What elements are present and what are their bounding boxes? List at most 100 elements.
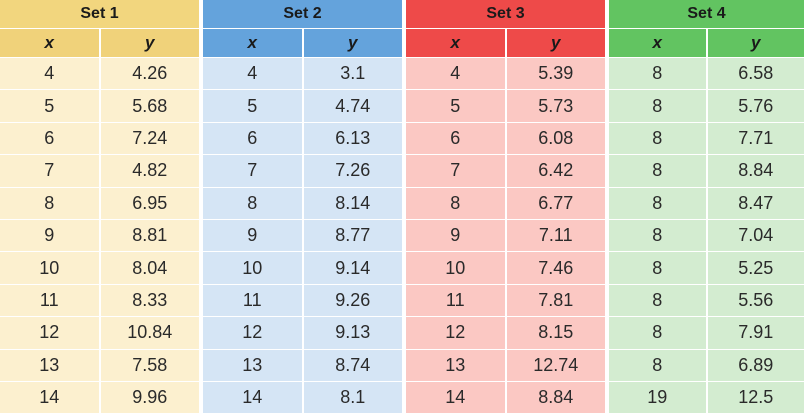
set-4-x-value: 8 — [609, 155, 706, 187]
set-4-row-10: 8 6.89 — [609, 349, 804, 381]
set-4-y-value: 6.58 — [707, 58, 804, 90]
set-1-y-header: y — [100, 29, 199, 57]
set-1-y-value: 8.04 — [100, 252, 199, 284]
set-2-row-7: 10 9.14 — [203, 252, 402, 284]
set-2-y-value: 6.13 — [303, 122, 402, 155]
set-4-x-value: 8 — [609, 219, 706, 252]
set-4-y-value: 8.84 — [707, 155, 804, 187]
set-4-y-value: 5.76 — [707, 90, 804, 122]
set-2-row-9: 12 9.13 — [203, 317, 402, 349]
set-4-y-value: 8.47 — [707, 187, 804, 219]
set-1-row-7: 10 8.04 — [0, 252, 199, 284]
set-4-x-value: 8 — [609, 187, 706, 219]
set-1-x-value: 11 — [0, 284, 99, 317]
set-1-x-value: 5 — [0, 90, 99, 122]
set-3-y-value: 12.74 — [506, 349, 605, 381]
set-2-y-value: 7.26 — [303, 155, 402, 187]
set-1-row-3: 6 7.24 — [0, 122, 199, 155]
set-4-title: Set 4 — [609, 0, 804, 28]
set-4-row-1: 8 6.58 — [609, 58, 804, 90]
set-3-x-value: 4 — [406, 58, 505, 90]
set-4-y-value: 7.91 — [707, 317, 804, 349]
set-2-title: Set 2 — [203, 0, 402, 28]
set-1-y-value: 7.58 — [100, 349, 199, 381]
set-1-y-value: 10.84 — [100, 317, 199, 349]
set-1-row-11: 14 9.96 — [0, 381, 199, 414]
set-3-row-2: 5 5.73 — [406, 90, 605, 122]
set-1-x-value: 12 — [0, 317, 99, 349]
set-4-x-value: 8 — [609, 90, 706, 122]
set-4-y-value: 5.56 — [707, 284, 804, 317]
set-4-row-7: 8 5.25 — [609, 252, 804, 284]
set-2-x-value: 11 — [203, 284, 302, 317]
set-1-y-value: 5.68 — [100, 90, 199, 122]
set-3-x-value: 13 — [406, 349, 505, 381]
set-3-x-value: 8 — [406, 187, 505, 219]
set-3-x-value: 11 — [406, 284, 505, 317]
set-1-x-value: 10 — [0, 252, 99, 284]
set-2-x-value: 6 — [203, 122, 302, 155]
set-2-x-value: 9 — [203, 219, 302, 252]
set-2-y-value: 9.13 — [303, 317, 402, 349]
set-1-x-value: 4 — [0, 58, 99, 90]
set-3-row-11: 14 8.84 — [406, 381, 605, 414]
set-4-row-8: 8 5.56 — [609, 284, 804, 317]
set-4-x-value: 8 — [609, 58, 706, 90]
set-2-x-value: 5 — [203, 90, 302, 122]
set-1-row-5: 8 6.95 — [0, 187, 199, 219]
set-2-row-10: 13 8.74 — [203, 349, 402, 381]
set-4-x-value: 8 — [609, 252, 706, 284]
set-3-row-8: 11 7.81 — [406, 284, 605, 317]
set-1-x-value: 13 — [0, 349, 99, 381]
set-1-table: Set 1 x y 4 4.26 5 5.68 6 7.24 7 4.82 8 6.95 9 8.81 10 8… — [0, 0, 199, 416]
set-1-row-2: 5 5.68 — [0, 90, 199, 122]
set-2-x-value: 14 — [203, 381, 302, 414]
set-4-row-9: 8 7.91 — [609, 317, 804, 349]
set-3-y-value: 7.81 — [506, 284, 605, 317]
set-1-y-value: 9.96 — [100, 381, 199, 414]
set-4-y-value: 6.89 — [707, 349, 804, 381]
set-3-row-4: 7 6.42 — [406, 155, 605, 187]
set-3-y-value: 6.77 — [506, 187, 605, 219]
set-2-row-4: 7 7.26 — [203, 155, 402, 187]
set-3-row-10: 13 12.74 — [406, 349, 605, 381]
set-3-x-header: x — [406, 29, 505, 57]
set-1-y-value: 7.24 — [100, 122, 199, 155]
set-4-y-value: 7.71 — [707, 122, 804, 155]
set-2-x-value: 4 — [203, 58, 302, 90]
set-3-y-value: 7.11 — [506, 219, 605, 252]
set-1-row-1: 4 4.26 — [0, 58, 199, 90]
set-3-x-value: 6 — [406, 122, 505, 155]
set-4-y-value: 5.25 — [707, 252, 804, 284]
set-3-x-value: 10 — [406, 252, 505, 284]
set-3-y-header: y — [506, 29, 605, 57]
set-4-x-value: 8 — [609, 284, 706, 317]
set-3-y-value: 6.42 — [506, 155, 605, 187]
set-2-row-5: 8 8.14 — [203, 187, 402, 219]
set-3-y-value: 5.39 — [506, 58, 605, 90]
set-4-x-value: 8 — [609, 122, 706, 155]
set-4-y-header: y — [707, 29, 804, 57]
set-2-x-value: 7 — [203, 155, 302, 187]
set-3-y-value: 8.84 — [506, 381, 605, 414]
set-3-y-value: 5.73 — [506, 90, 605, 122]
set-2-y-value: 8.14 — [303, 187, 402, 219]
set-1-y-value: 6.95 — [100, 187, 199, 219]
set-2-row-6: 9 8.77 — [203, 219, 402, 252]
set-2-y-value: 8.74 — [303, 349, 402, 381]
set-4-row-6: 8 7.04 — [609, 219, 804, 252]
set-3-x-value: 5 — [406, 90, 505, 122]
set-2-y-header: y — [303, 29, 402, 57]
set-2-y-value: 4.74 — [303, 90, 402, 122]
set-4-row-2: 8 5.76 — [609, 90, 804, 122]
set-4-row-3: 8 7.71 — [609, 122, 804, 155]
set-4-y-value: 12.5 — [707, 381, 804, 414]
set-3-x-value: 14 — [406, 381, 505, 414]
set-4-y-value: 7.04 — [707, 219, 804, 252]
set-4-x-value: 8 — [609, 317, 706, 349]
set-3-row-7: 10 7.46 — [406, 252, 605, 284]
set-3-y-value: 7.46 — [506, 252, 605, 284]
